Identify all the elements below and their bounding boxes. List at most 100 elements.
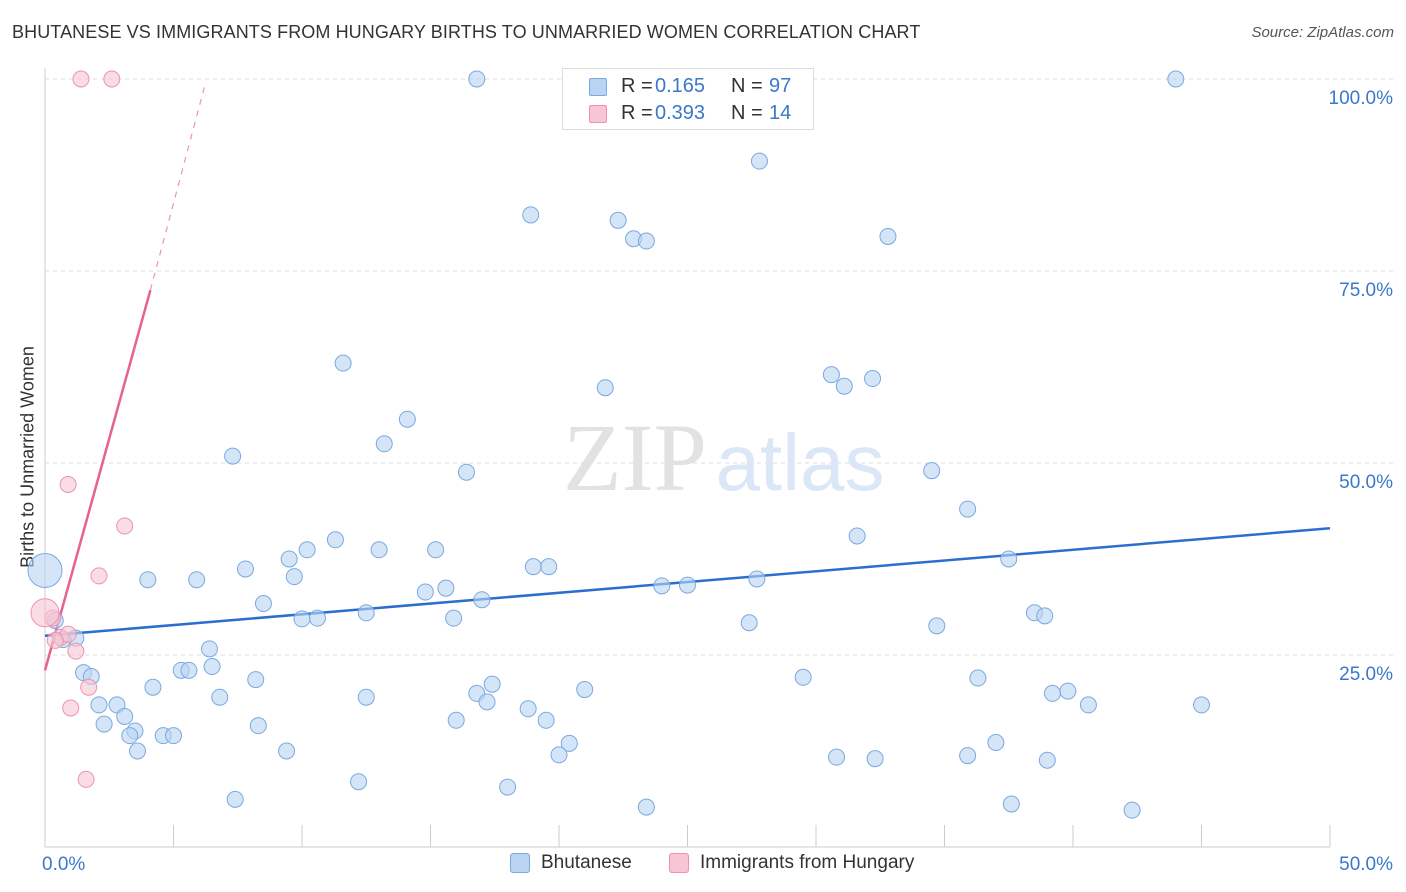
x-tick-label: 0.0% [42, 854, 85, 875]
data-point-hungary [90, 567, 108, 585]
data-point-bhutanese [139, 571, 157, 589]
data-point-bhutanese [95, 715, 113, 733]
data-point-bhutanese [308, 609, 326, 627]
points-layer [27, 70, 1210, 819]
data-point-hungary [80, 678, 98, 696]
data-point-bhutanese [165, 727, 182, 745]
data-point-bhutanese [416, 583, 434, 601]
data-point-hungary [67, 642, 85, 660]
y-tick-label: 100.0% [1329, 88, 1394, 109]
data-point-bhutanese [1079, 696, 1097, 714]
legend-swatch-blue [510, 853, 530, 873]
data-point-bhutanese [293, 610, 311, 628]
trendline-hungary-extension [149, 87, 205, 291]
data-point-bhutanese [473, 591, 491, 609]
data-point-bhutanese [280, 550, 298, 568]
r-label: R = [621, 75, 653, 97]
data-point-bhutanese [499, 778, 517, 796]
data-point-bhutanese [969, 669, 987, 687]
data-point-bhutanese [522, 206, 540, 224]
legend-label: Bhutanese [541, 852, 632, 873]
data-point-bhutanese [370, 541, 388, 559]
data-point-bhutanese [1000, 550, 1018, 568]
data-point-bhutanese [750, 152, 768, 170]
data-point-bhutanese [357, 604, 375, 622]
data-point-bhutanese [653, 577, 671, 595]
y-tick-label: 25.0% [1339, 664, 1393, 685]
data-point-bhutanese [540, 558, 558, 576]
data-point-bhutanese [519, 700, 537, 718]
data-point-bhutanese [121, 727, 139, 745]
r-label: R = [621, 102, 653, 124]
data-point-bhutanese [537, 711, 555, 729]
data-point-bhutanese [596, 379, 614, 397]
data-point-bhutanese [427, 541, 445, 559]
data-point-bhutanese [794, 668, 812, 686]
data-point-hungary [62, 699, 80, 717]
data-point-bhutanese [478, 693, 496, 711]
data-point-bhutanese [679, 576, 696, 594]
axes-layer [44, 68, 1331, 848]
data-point-bhutanese [864, 370, 882, 388]
data-point-bhutanese [236, 560, 254, 578]
data-point-bhutanese [334, 354, 352, 372]
data-point-bhutanese [247, 671, 265, 689]
y-tick-label: 75.0% [1339, 280, 1393, 301]
legend-swatch-pink [589, 105, 607, 123]
data-point-bhutanese [203, 658, 221, 676]
data-point-bhutanese [1059, 682, 1077, 700]
data-point-bhutanese [560, 734, 578, 752]
data-point-bhutanese [848, 527, 866, 545]
data-point-bhutanese [188, 571, 206, 589]
data-point-hungary [103, 70, 121, 88]
data-point-bhutanese [116, 707, 134, 725]
data-point-bhutanese [350, 773, 368, 791]
r-value: 0.393 [655, 102, 706, 124]
data-point-bhutanese [180, 661, 198, 679]
data-point-bhutanese [1123, 801, 1141, 819]
data-point-bhutanese [144, 678, 162, 696]
data-point-bhutanese [285, 568, 303, 586]
data-point-bhutanese [437, 579, 455, 597]
data-point-bhutanese [27, 553, 63, 589]
watermark: ZIP atlas [563, 404, 884, 511]
data-point-bhutanese [211, 688, 229, 706]
data-point-bhutanese [447, 711, 465, 729]
data-point-bhutanese [224, 447, 242, 465]
data-point-bhutanese [1002, 795, 1020, 813]
chart-title: BHUTANESE VS IMMIGRANTS FROM HUNGARY BIR… [12, 22, 921, 42]
data-point-bhutanese [1043, 684, 1061, 702]
data-point-bhutanese [524, 558, 542, 576]
source-label: Source: ZipAtlas.com [1251, 24, 1394, 41]
data-point-bhutanese [637, 232, 655, 250]
data-point-hungary [116, 517, 134, 535]
data-point-bhutanese [959, 500, 977, 518]
legend-swatch-blue [589, 78, 607, 96]
series-legend: Bhutanese Immigrants from Hungary [0, 852, 1406, 876]
data-point-bhutanese [828, 748, 846, 766]
data-point-bhutanese [822, 366, 840, 384]
y-tick-label: 50.0% [1339, 472, 1393, 493]
data-point-bhutanese [748, 570, 766, 588]
data-point-hungary [77, 770, 95, 788]
data-point-bhutanese [357, 688, 375, 706]
stats-row-hungary: R = 0.393 N = 14 [563, 102, 813, 128]
watermark-atlas: atlas [716, 418, 885, 507]
n-value: 97 [769, 75, 792, 97]
data-point-bhutanese [445, 609, 463, 627]
data-point-bhutanese [375, 435, 393, 453]
data-point-hungary [30, 598, 60, 628]
data-point-bhutanese [298, 541, 316, 559]
data-point-bhutanese [1193, 696, 1210, 714]
data-point-bhutanese [226, 790, 244, 808]
data-point-bhutanese [576, 681, 594, 699]
data-point-bhutanese [326, 531, 344, 549]
data-point-hungary [72, 70, 90, 88]
data-point-bhutanese [457, 463, 475, 481]
x-tick-label: 50.0% [1339, 854, 1393, 875]
data-point-bhutanese [254, 595, 272, 613]
data-point-bhutanese [1167, 70, 1185, 88]
stats-row-bhutanese: R = 0.165 N = 97 [563, 75, 813, 101]
data-point-hungary [59, 476, 77, 494]
